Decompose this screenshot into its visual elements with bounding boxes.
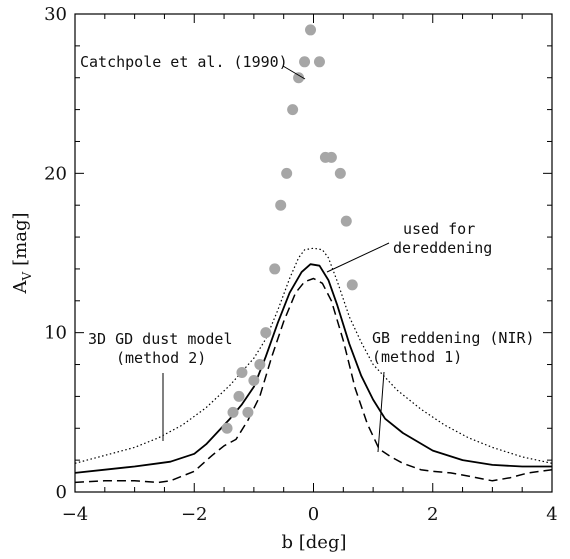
scatter-point xyxy=(305,24,317,36)
scatter-point xyxy=(340,215,352,227)
annotation-dereddening-line2: dereddening xyxy=(393,239,492,257)
x-tick-label: 2 xyxy=(427,504,438,525)
x-tick-label: 0 xyxy=(308,504,319,525)
annotation-dereddening-pointer xyxy=(326,242,390,273)
annotation-nir-pointer xyxy=(377,371,385,453)
annotations: Catchpole et al. (1990) used for deredde… xyxy=(80,53,535,453)
scatter-point xyxy=(242,406,254,418)
scatter-point xyxy=(334,167,346,179)
axis-ticks xyxy=(74,13,553,493)
annotation-nir-line1: GB reddening (NIR) xyxy=(372,329,535,347)
series-line-method2 xyxy=(74,247,553,464)
svg-text:AV[mag]: AV [mag] xyxy=(10,212,34,294)
scatter-point xyxy=(325,151,337,163)
scatter-point xyxy=(299,56,311,68)
annotation-catchpole: Catchpole et al. (1990) xyxy=(80,53,288,71)
scatter-point xyxy=(221,422,233,434)
scatter-point xyxy=(293,72,305,84)
scatter-point xyxy=(275,199,287,211)
y-tick-label: 30 xyxy=(44,4,67,25)
annotation-nir-line2: (method 1) xyxy=(372,348,462,366)
y-axis-label: AV [mag] xyxy=(10,212,34,294)
series-lines xyxy=(74,247,553,484)
tick-labels: −4 −2 0 2 4 0 10 20 30 xyxy=(44,4,558,525)
scatter-point xyxy=(346,279,358,291)
scatter-point xyxy=(281,167,293,179)
scatter-points xyxy=(221,24,358,434)
annotation-dereddening-line1: used for xyxy=(403,220,475,238)
x-tick-label: −2 xyxy=(181,504,208,525)
series-line-dereddening xyxy=(74,263,552,474)
y-axis-label-main: A xyxy=(10,280,31,295)
scatter-point xyxy=(236,367,248,378)
annotation-model-line2: (method 2) xyxy=(116,349,206,367)
scatter-point xyxy=(227,406,239,418)
y-axis-label-sub: V xyxy=(20,272,34,282)
y-tick-label: 0 xyxy=(56,482,67,503)
series-line-method1 xyxy=(74,277,553,484)
scatter-point xyxy=(254,359,266,371)
scatter-point xyxy=(313,56,325,68)
y-axis-label-unit: [mag] xyxy=(10,212,31,265)
scatter-point xyxy=(233,390,245,402)
scatter-point xyxy=(269,263,281,275)
y-tick-label: 20 xyxy=(44,163,67,184)
x-tick-label: 4 xyxy=(546,504,557,525)
x-tick-label: −4 xyxy=(62,504,89,525)
scatter-point xyxy=(248,374,260,386)
annotation-catchpole-pointer xyxy=(282,65,306,80)
annotation-model-line1: 3D GD dust model xyxy=(88,330,233,348)
scatter-point xyxy=(260,327,272,339)
y-tick-label: 10 xyxy=(44,323,67,344)
x-axis-label: b [deg] xyxy=(282,532,347,553)
scatter-point xyxy=(287,104,299,116)
